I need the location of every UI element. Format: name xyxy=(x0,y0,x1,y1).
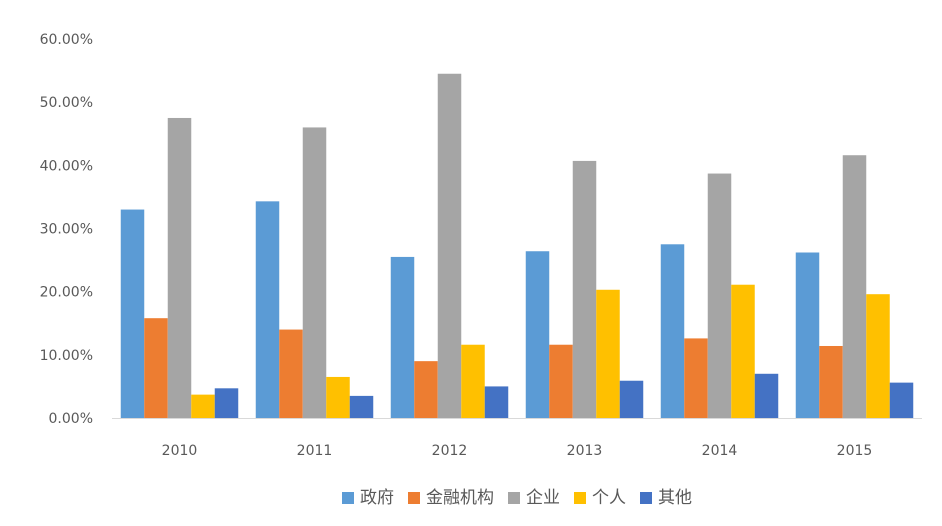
bar-2011-1 xyxy=(279,329,303,418)
legend-label: 政府 xyxy=(360,488,394,508)
bar-2011-0 xyxy=(255,201,280,418)
bar-2013-4 xyxy=(619,380,644,418)
legend-swatch xyxy=(508,492,520,504)
bar-2015-4 xyxy=(889,382,914,418)
bar-2012-1 xyxy=(414,361,438,418)
x-tick-label: 2014 xyxy=(702,443,738,459)
legend-swatch xyxy=(574,492,586,504)
bar-2012-2 xyxy=(437,73,462,418)
bar-2015-3 xyxy=(866,294,890,418)
y-tick-label: 0.00% xyxy=(49,411,93,427)
bar-group xyxy=(120,73,914,418)
legend-swatch xyxy=(640,492,652,504)
y-tick-label: 20.00% xyxy=(40,285,93,301)
legend-label: 个人 xyxy=(592,488,626,508)
bar-2014-3 xyxy=(731,284,755,418)
bar-2011-2 xyxy=(302,127,327,418)
bar-2015-2 xyxy=(842,155,867,418)
bar-2011-3 xyxy=(326,376,350,418)
bar-2014-4 xyxy=(754,373,779,418)
legend: 政府 金融机构 企业 个人 其他 xyxy=(342,488,692,508)
bar-2011-4 xyxy=(349,395,374,418)
bar-2013-2 xyxy=(572,160,597,418)
x-tick-label: 2013 xyxy=(567,443,603,459)
x-tick-label: 2010 xyxy=(162,443,198,459)
bar-2014-1 xyxy=(684,338,708,418)
bar-2015-1 xyxy=(819,345,843,418)
bar-2012-0 xyxy=(390,256,415,418)
bar-2010-1 xyxy=(144,318,168,418)
bar-2013-0 xyxy=(525,251,550,418)
y-tick-label: 60.00% xyxy=(40,32,93,48)
y-tick-label: 40.00% xyxy=(40,158,93,174)
bar-2012-4 xyxy=(484,386,509,418)
legend-label: 其他 xyxy=(658,488,692,508)
y-tick-label: 50.00% xyxy=(40,95,93,111)
bar-2015-0 xyxy=(795,252,820,418)
bar-2012-3 xyxy=(461,344,485,418)
bar-2013-1 xyxy=(549,344,573,418)
y-tick-label: 30.00% xyxy=(40,222,93,238)
bar-2010-0 xyxy=(120,209,145,418)
x-tick-label: 2011 xyxy=(297,443,333,459)
bar-2014-0 xyxy=(660,244,685,418)
x-tick-label: 2012 xyxy=(432,443,468,459)
bar-2010-2 xyxy=(167,117,192,418)
legend-label: 企业 xyxy=(526,488,560,508)
bar-2010-3 xyxy=(191,394,215,418)
y-axis: 0.00% 10.00% 20.00% 30.00% 40.00% 50.00% 60.00… xyxy=(40,32,93,427)
legend-label: 金融机构 xyxy=(426,488,494,508)
y-tick-label: 10.00% xyxy=(40,348,93,364)
legend-swatch xyxy=(408,492,420,504)
x-axis: 2010 2011 2012 2013 2014 2015 xyxy=(162,443,873,459)
x-tick-label: 2015 xyxy=(837,443,873,459)
legend-swatch xyxy=(342,492,354,504)
bar-2013-3 xyxy=(596,289,620,418)
bar-2014-2 xyxy=(707,173,732,418)
bar-2010-4 xyxy=(214,388,239,418)
